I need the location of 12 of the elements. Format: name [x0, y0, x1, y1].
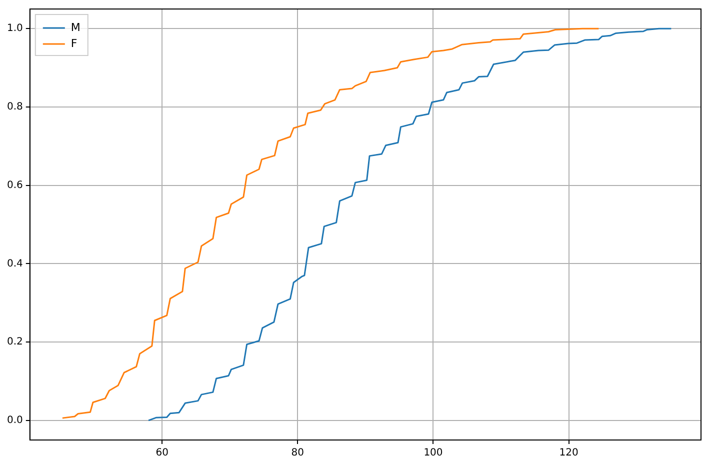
y-tick-label: 0.0 — [6, 415, 23, 426]
x-tick-label: 80 — [291, 448, 304, 459]
y-tick-label: 1.0 — [6, 23, 23, 34]
x-tick-label: 120 — [559, 448, 578, 459]
legend-label: F — [70, 36, 78, 50]
y-tick-label: 0.6 — [6, 180, 23, 191]
legend-label: M — [70, 20, 80, 34]
y-tick-label: 0.4 — [6, 258, 23, 270]
y-tick-label: 0.8 — [6, 102, 23, 113]
x-tick-label: 100 — [424, 448, 443, 459]
y-tick-label: 0.2 — [6, 336, 23, 348]
x-tick-label: 60 — [156, 448, 168, 459]
